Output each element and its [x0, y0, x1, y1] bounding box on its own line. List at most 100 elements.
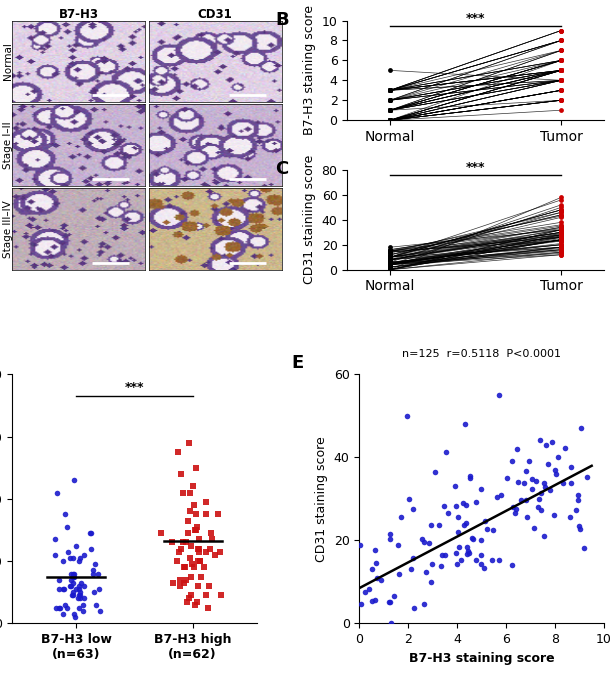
Point [526, 473, 536, 484]
Point [361, 586, 370, 597]
Point [386, 264, 395, 275]
Point [186, 590, 196, 601]
Point [462, 549, 472, 560]
Point [179, 562, 189, 573]
Point [556, 35, 566, 46]
Point [195, 556, 204, 566]
Point [386, 264, 395, 275]
Point [573, 495, 583, 506]
Point [386, 245, 395, 256]
Point [551, 469, 561, 479]
Point [523, 512, 533, 523]
Point [372, 572, 382, 583]
Point [430, 466, 440, 477]
Point [556, 85, 566, 96]
Point [386, 85, 395, 96]
Point [216, 590, 226, 601]
Point [386, 251, 395, 262]
Point [176, 543, 185, 554]
Point [189, 562, 199, 573]
Point [556, 25, 566, 36]
Point [556, 85, 566, 96]
Point [556, 75, 566, 86]
Point [556, 105, 566, 116]
Point [185, 506, 195, 516]
Point [386, 95, 395, 105]
Point [451, 500, 461, 511]
Point [386, 251, 395, 262]
Point [386, 95, 395, 105]
Point [556, 217, 566, 228]
Point [556, 234, 566, 245]
Point [386, 258, 395, 269]
Point [93, 568, 103, 579]
Point [510, 508, 520, 519]
Point [556, 229, 566, 240]
Point [386, 618, 396, 629]
Point [386, 254, 395, 265]
Point [386, 114, 395, 125]
Point [59, 584, 68, 595]
Point [386, 105, 395, 116]
Point [428, 559, 437, 570]
Point [575, 524, 585, 535]
Point [386, 114, 395, 125]
Point [556, 207, 566, 218]
Point [451, 547, 461, 558]
Point [386, 114, 395, 125]
Point [386, 105, 395, 116]
Point [558, 477, 568, 488]
Point [386, 105, 395, 116]
Point [386, 247, 395, 258]
Point [386, 114, 395, 125]
Point [556, 231, 566, 242]
Point [386, 251, 395, 262]
Point [195, 543, 204, 554]
Point [556, 245, 566, 256]
Point [68, 553, 77, 564]
Point [571, 504, 581, 515]
Point [441, 447, 451, 458]
Text: E: E [291, 354, 303, 373]
Point [409, 602, 419, 613]
Point [355, 540, 365, 551]
Point [56, 602, 65, 613]
Point [386, 105, 395, 116]
Point [386, 259, 395, 270]
Point [68, 587, 78, 598]
Point [386, 251, 395, 262]
Point [556, 45, 566, 56]
Point [386, 259, 395, 270]
Point [565, 512, 575, 523]
Point [579, 543, 589, 553]
Point [196, 571, 206, 582]
Point [386, 258, 395, 269]
Point [386, 251, 395, 262]
Point [471, 554, 481, 565]
Point [386, 85, 395, 96]
Point [422, 566, 431, 577]
Point [556, 229, 566, 240]
Point [556, 65, 566, 76]
Point [508, 501, 517, 512]
Point [574, 520, 584, 531]
Point [70, 571, 79, 582]
Point [386, 251, 395, 262]
Point [386, 105, 395, 116]
Point [386, 254, 395, 265]
Point [556, 236, 566, 247]
Point [79, 549, 89, 560]
Point [556, 75, 566, 86]
Point [67, 590, 77, 601]
Point [76, 553, 85, 564]
Point [386, 114, 395, 125]
Point [556, 210, 566, 221]
Point [556, 222, 566, 233]
Point [408, 503, 418, 514]
Point [389, 590, 398, 601]
Point [556, 236, 566, 247]
Point [50, 549, 60, 560]
Point [556, 224, 566, 235]
Point [556, 234, 566, 245]
Point [386, 254, 395, 265]
